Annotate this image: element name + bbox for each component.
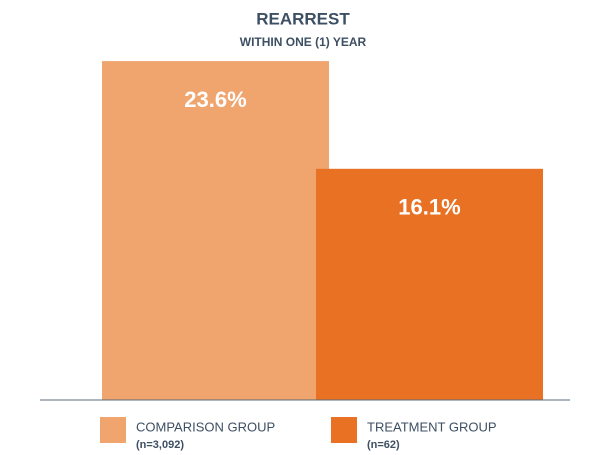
bar	[316, 168, 543, 400]
legend-swatch	[100, 417, 126, 443]
legend-label: TREATMENT GROUP	[367, 419, 497, 434]
bar	[102, 61, 329, 400]
legend-swatch	[331, 417, 357, 443]
value-label: 16.1%	[398, 195, 460, 220]
chart-subtitle: WITHIN ONE (1) YEAR	[240, 35, 367, 49]
chart-title: REARREST	[256, 9, 350, 28]
legend-label: COMPARISON GROUP	[136, 419, 275, 434]
legend-sample: (n=3,092)	[136, 439, 184, 451]
value-label: 23.6%	[184, 87, 246, 112]
legend-sample: (n=62)	[367, 439, 400, 451]
